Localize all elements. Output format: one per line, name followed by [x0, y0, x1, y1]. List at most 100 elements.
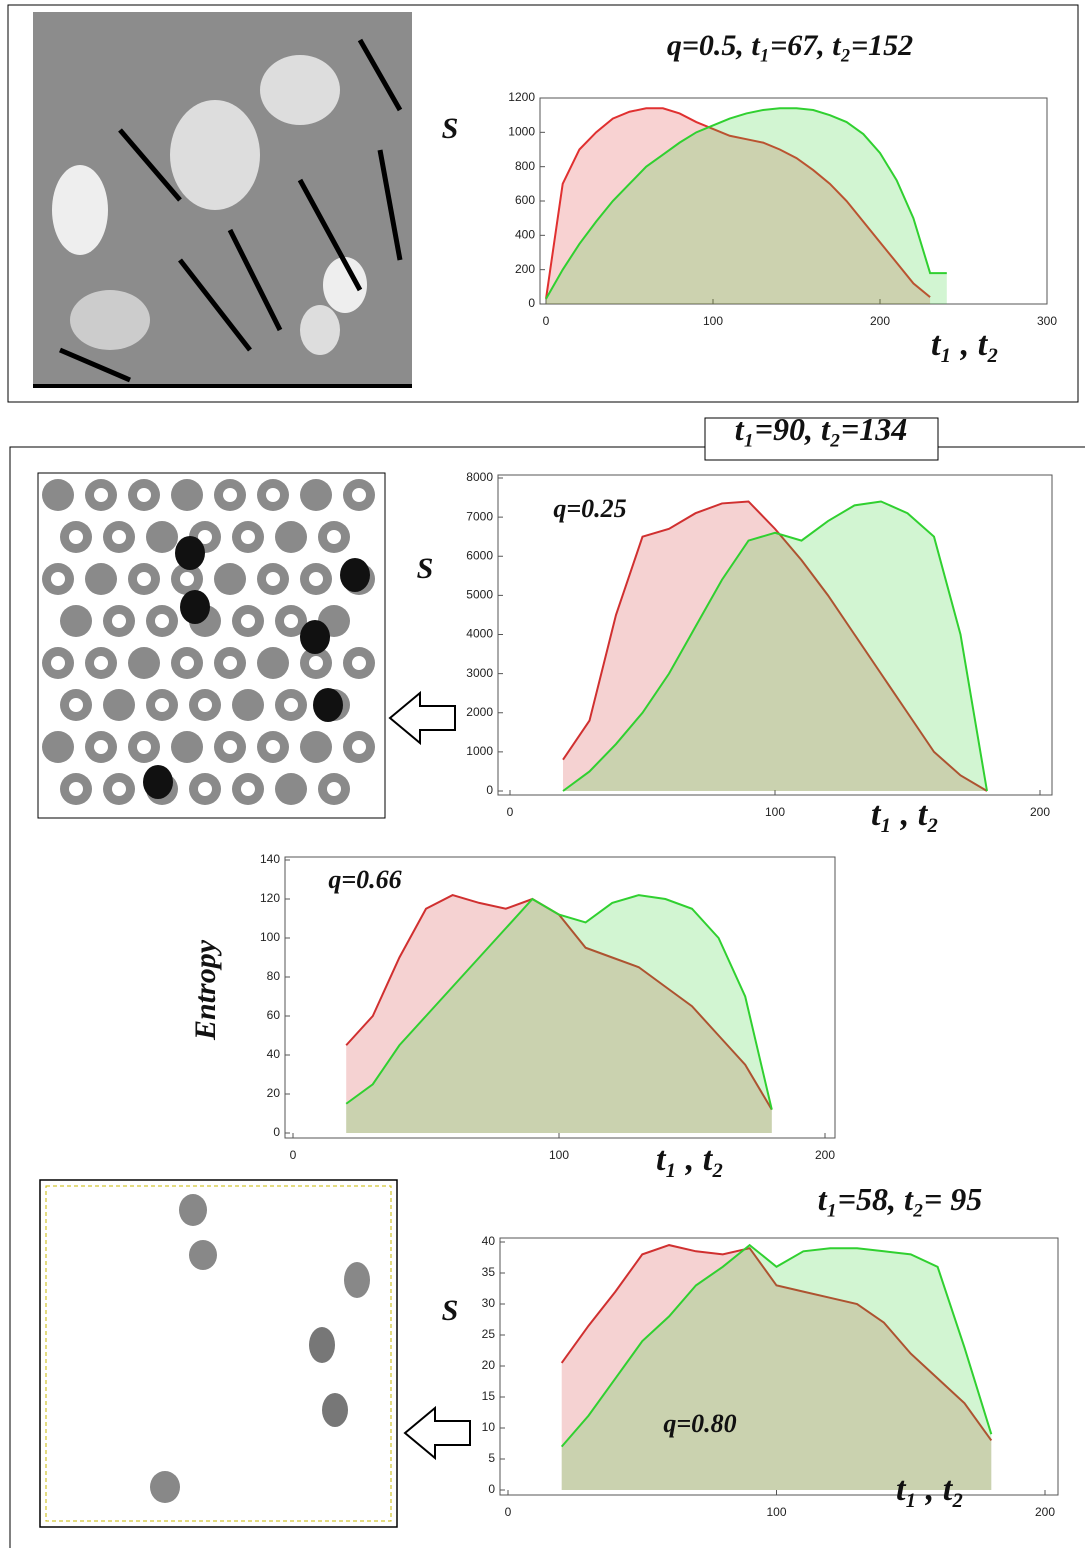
cell: [275, 521, 307, 553]
annotation: q=0.66: [328, 865, 401, 894]
cell: [352, 488, 366, 502]
cell: [143, 765, 173, 799]
series-line: [345, 894, 773, 1110]
x-tick-label: 0: [507, 805, 514, 819]
title-box: [704, 417, 939, 461]
micrograph: [33, 12, 412, 388]
y-tick-label: 40: [482, 1234, 496, 1248]
cell: [223, 656, 237, 670]
cell: [69, 530, 83, 544]
cell: [137, 488, 151, 502]
cell: [60, 605, 92, 637]
cell: [155, 614, 169, 628]
cell: [352, 740, 366, 754]
cell: [309, 572, 323, 586]
cell: [266, 740, 280, 754]
cell: [171, 731, 203, 763]
series-line: [562, 500, 988, 792]
cell: [223, 488, 237, 502]
x-tick-label: 100: [703, 314, 723, 328]
y-tick-label: 0: [528, 296, 535, 310]
series-area: [563, 501, 987, 791]
cell: [128, 647, 160, 679]
cell: [327, 782, 341, 796]
series-area: [546, 108, 931, 304]
series-area: [346, 895, 772, 1133]
y-tick-label: 800: [515, 159, 535, 173]
cell: [313, 688, 343, 722]
cell: [180, 590, 210, 624]
cell: [275, 773, 307, 805]
series-area: [561, 1245, 992, 1490]
micrograph: [37, 472, 386, 819]
y-tick-label: 40: [267, 1047, 281, 1061]
x-axis-label: t₁ , t₂: [871, 796, 939, 833]
y-tick-label: 8000: [466, 470, 493, 484]
plot-frame: [284, 856, 836, 1139]
cell: [300, 731, 332, 763]
cell: [112, 782, 126, 796]
series-line: [560, 1243, 993, 1448]
y-tick-label: 15: [482, 1389, 496, 1403]
chart-title: t₁=58, t₂= 95: [818, 1181, 983, 1217]
x-tick-label: 200: [815, 1148, 835, 1162]
plot-frame: [499, 1237, 1059, 1496]
y-tick-label: 80: [267, 969, 281, 983]
cell: [146, 521, 178, 553]
cell: [137, 740, 151, 754]
cell: [266, 572, 280, 586]
x-tick-label: 200: [1030, 805, 1050, 819]
cell: [85, 563, 117, 595]
cell: [180, 572, 194, 586]
cell: [300, 620, 330, 654]
cell: [42, 731, 74, 763]
plot-frame: [539, 97, 1048, 305]
cell: [232, 689, 264, 721]
cell: [198, 698, 212, 712]
x-axis-label: t₁ , t₂: [656, 1141, 724, 1178]
y-tick-label: 35: [482, 1265, 496, 1279]
x-tick-label: 0: [505, 1505, 512, 1519]
cell: [171, 479, 203, 511]
y-axis-label: S: [417, 552, 434, 585]
y-tick-label: 200: [515, 262, 535, 276]
y-axis-label: Entropy: [189, 939, 222, 1041]
y-tick-label: 7000: [466, 509, 493, 523]
cell: [266, 488, 280, 502]
chart-title: t₁=90, t₂=134: [735, 411, 908, 447]
cell: [352, 656, 366, 670]
cell: [180, 656, 194, 670]
series-line: [562, 500, 988, 792]
y-tick-label: 60: [267, 1008, 281, 1022]
x-tick-label: 200: [870, 314, 890, 328]
y-tick-label: 4000: [466, 627, 493, 641]
series-area: [346, 895, 772, 1133]
cell: [137, 572, 151, 586]
panel-border: [7, 4, 1079, 403]
y-tick-label: 5000: [466, 588, 493, 602]
series-line: [560, 1244, 993, 1441]
cell: [284, 614, 298, 628]
cell: [94, 656, 108, 670]
x-tick-label: 100: [549, 1148, 569, 1162]
y-tick-label: 0: [486, 783, 493, 797]
annotation: q=0.80: [663, 1409, 736, 1438]
y-tick-label: 1000: [466, 744, 493, 758]
x-tick-label: 300: [1037, 314, 1057, 328]
y-axis-label: S: [442, 1294, 459, 1327]
x-axis-label: t₁ , t₂: [896, 1471, 964, 1508]
cell: [94, 740, 108, 754]
cell: [112, 530, 126, 544]
y-tick-label: 20: [267, 1086, 281, 1100]
cell: [94, 488, 108, 502]
cell: [340, 558, 370, 592]
cell: [51, 656, 65, 670]
x-axis-label: t₁ , t₂: [931, 326, 999, 363]
cell: [51, 572, 65, 586]
y-tick-label: 1200: [508, 90, 535, 104]
cell: [112, 614, 126, 628]
arrow: [388, 690, 456, 746]
cell: [175, 536, 205, 570]
x-tick-label: 100: [765, 805, 785, 819]
